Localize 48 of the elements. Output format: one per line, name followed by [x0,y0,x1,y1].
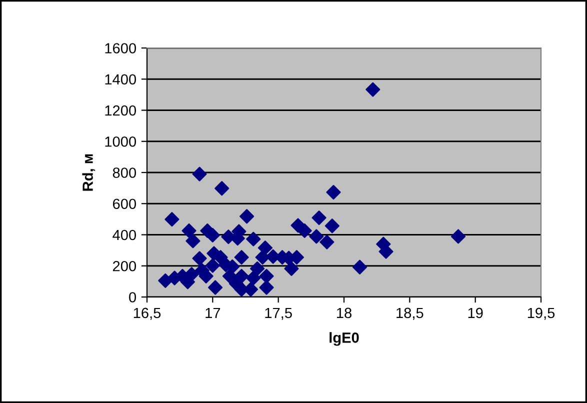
x-axis-title: lgE0 [330,332,359,346]
y-tick-label: 800 [112,168,136,178]
point [184,266,199,282]
point [324,218,340,234]
point [326,184,341,200]
point [186,234,200,248]
y-tick-label: 1400 [105,74,136,85]
point [208,280,223,295]
point [450,229,466,244]
point [164,212,180,227]
x-tick-label: 19 [468,308,483,318]
point [259,268,274,284]
point [240,209,254,224]
point [312,210,326,226]
x-tick-label: 19,5 [528,308,555,320]
point [309,229,324,244]
point [255,250,270,265]
point [246,232,261,246]
point [192,251,207,266]
y-tick-label: 600 [112,198,136,210]
point [366,82,380,97]
point [352,260,368,274]
y-tick-label: 200 [112,260,136,272]
point [158,273,173,288]
y-tick-label: 1200 [105,105,136,116]
y-tick-label: 400 [112,230,136,240]
point [297,223,312,238]
point [234,250,249,265]
x-tick-label: 18,5 [396,308,424,320]
point [246,270,261,286]
point [192,166,207,182]
y-tick-label: 0 [129,292,136,302]
x-tick-label: 17,5 [265,308,292,320]
point [250,261,265,276]
point [259,280,274,295]
x-tick-label: 17 [206,308,220,318]
point [205,258,220,273]
y-tick-label: 1600 [105,43,136,54]
point [258,240,272,256]
point [214,181,230,196]
point [234,268,249,284]
y-tick-label: 1000 [105,136,136,147]
x-tick-label: 18 [337,308,352,318]
point [320,234,334,250]
point [182,223,196,238]
point [284,261,299,276]
x-tick-label: 16,5 [134,308,161,320]
y-axis-title: Rd, м [82,154,96,191]
